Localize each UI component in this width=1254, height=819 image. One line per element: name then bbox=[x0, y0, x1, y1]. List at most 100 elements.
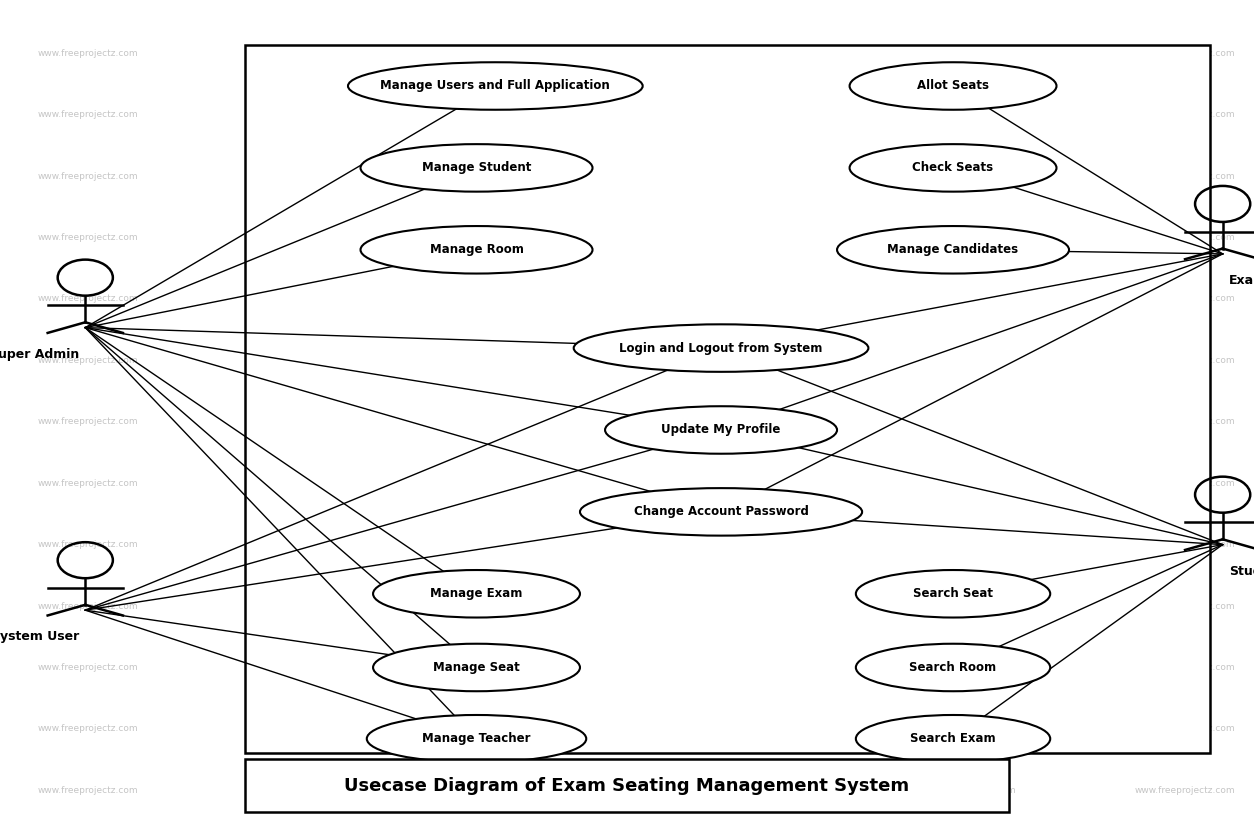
Text: www.freeprojectz.com: www.freeprojectz.com bbox=[477, 356, 577, 364]
Text: Examiner: Examiner bbox=[1229, 274, 1254, 287]
Text: www.freeprojectz.com: www.freeprojectz.com bbox=[1135, 602, 1235, 610]
Text: www.freeprojectz.com: www.freeprojectz.com bbox=[1135, 418, 1235, 426]
Text: www.freeprojectz.com: www.freeprojectz.com bbox=[257, 786, 357, 794]
Text: www.freeprojectz.com: www.freeprojectz.com bbox=[1135, 49, 1235, 57]
Text: www.freeprojectz.com: www.freeprojectz.com bbox=[38, 418, 138, 426]
Text: www.freeprojectz.com: www.freeprojectz.com bbox=[38, 479, 138, 487]
Text: Super Admin: Super Admin bbox=[0, 347, 79, 360]
Text: www.freeprojectz.com: www.freeprojectz.com bbox=[696, 111, 796, 119]
Text: www.freeprojectz.com: www.freeprojectz.com bbox=[696, 356, 796, 364]
Text: www.freeprojectz.com: www.freeprojectz.com bbox=[477, 172, 577, 180]
Text: Manage Room: Manage Room bbox=[430, 243, 523, 256]
Text: www.freeprojectz.com: www.freeprojectz.com bbox=[1135, 786, 1235, 794]
Ellipse shape bbox=[604, 406, 838, 454]
Text: www.freeprojectz.com: www.freeprojectz.com bbox=[257, 233, 357, 242]
Text: Change Account Password: Change Account Password bbox=[633, 505, 809, 518]
Text: www.freeprojectz.com: www.freeprojectz.com bbox=[696, 663, 796, 672]
Text: Student: Student bbox=[1229, 565, 1254, 577]
Text: www.freeprojectz.com: www.freeprojectz.com bbox=[38, 295, 138, 303]
Text: www.freeprojectz.com: www.freeprojectz.com bbox=[257, 602, 357, 610]
Text: www.freeprojectz.com: www.freeprojectz.com bbox=[38, 233, 138, 242]
Text: www.freeprojectz.com: www.freeprojectz.com bbox=[1135, 233, 1235, 242]
Text: www.freeprojectz.com: www.freeprojectz.com bbox=[915, 663, 1016, 672]
Text: Manage Candidates: Manage Candidates bbox=[888, 243, 1018, 256]
Text: System User: System User bbox=[0, 631, 79, 643]
Text: www.freeprojectz.com: www.freeprojectz.com bbox=[38, 725, 138, 733]
Text: www.freeprojectz.com: www.freeprojectz.com bbox=[477, 479, 577, 487]
Text: www.freeprojectz.com: www.freeprojectz.com bbox=[1135, 172, 1235, 180]
Text: Manage Seat: Manage Seat bbox=[433, 661, 520, 674]
Text: www.freeprojectz.com: www.freeprojectz.com bbox=[696, 786, 796, 794]
Text: www.freeprojectz.com: www.freeprojectz.com bbox=[38, 111, 138, 119]
Text: www.freeprojectz.com: www.freeprojectz.com bbox=[257, 49, 357, 57]
Text: www.freeprojectz.com: www.freeprojectz.com bbox=[257, 295, 357, 303]
Text: Manage Exam: Manage Exam bbox=[430, 587, 523, 600]
Ellipse shape bbox=[573, 324, 868, 372]
Ellipse shape bbox=[850, 144, 1056, 192]
Text: www.freeprojectz.com: www.freeprojectz.com bbox=[696, 295, 796, 303]
Ellipse shape bbox=[855, 644, 1050, 691]
Text: www.freeprojectz.com: www.freeprojectz.com bbox=[477, 602, 577, 610]
Text: www.freeprojectz.com: www.freeprojectz.com bbox=[915, 479, 1016, 487]
Text: www.freeprojectz.com: www.freeprojectz.com bbox=[1135, 356, 1235, 364]
Ellipse shape bbox=[579, 488, 863, 536]
Text: www.freeprojectz.com: www.freeprojectz.com bbox=[477, 663, 577, 672]
Text: www.freeprojectz.com: www.freeprojectz.com bbox=[477, 233, 577, 242]
Text: www.freeprojectz.com: www.freeprojectz.com bbox=[1135, 295, 1235, 303]
FancyBboxPatch shape bbox=[245, 45, 1210, 753]
Ellipse shape bbox=[361, 144, 592, 192]
Text: www.freeprojectz.com: www.freeprojectz.com bbox=[696, 49, 796, 57]
Text: www.freeprojectz.com: www.freeprojectz.com bbox=[696, 602, 796, 610]
Text: Allot Seats: Allot Seats bbox=[917, 79, 989, 93]
Text: www.freeprojectz.com: www.freeprojectz.com bbox=[1135, 111, 1235, 119]
Text: www.freeprojectz.com: www.freeprojectz.com bbox=[257, 418, 357, 426]
Text: Search Exam: Search Exam bbox=[910, 732, 996, 745]
Text: www.freeprojectz.com: www.freeprojectz.com bbox=[257, 172, 357, 180]
Text: www.freeprojectz.com: www.freeprojectz.com bbox=[38, 356, 138, 364]
Text: www.freeprojectz.com: www.freeprojectz.com bbox=[477, 725, 577, 733]
Ellipse shape bbox=[366, 715, 587, 762]
Ellipse shape bbox=[855, 715, 1050, 762]
Text: Usecase Diagram of Exam Seating Management System: Usecase Diagram of Exam Seating Manageme… bbox=[345, 777, 909, 794]
Text: www.freeprojectz.com: www.freeprojectz.com bbox=[38, 786, 138, 794]
Text: www.freeprojectz.com: www.freeprojectz.com bbox=[915, 725, 1016, 733]
Text: www.freeprojectz.com: www.freeprojectz.com bbox=[915, 786, 1016, 794]
Text: www.freeprojectz.com: www.freeprojectz.com bbox=[257, 479, 357, 487]
Text: www.freeprojectz.com: www.freeprojectz.com bbox=[696, 725, 796, 733]
Text: Manage Student: Manage Student bbox=[421, 161, 532, 174]
Text: www.freeprojectz.com: www.freeprojectz.com bbox=[915, 111, 1016, 119]
Text: www.freeprojectz.com: www.freeprojectz.com bbox=[257, 725, 357, 733]
Text: www.freeprojectz.com: www.freeprojectz.com bbox=[915, 356, 1016, 364]
Text: www.freeprojectz.com: www.freeprojectz.com bbox=[915, 49, 1016, 57]
Text: www.freeprojectz.com: www.freeprojectz.com bbox=[477, 295, 577, 303]
Text: www.freeprojectz.com: www.freeprojectz.com bbox=[696, 479, 796, 487]
Text: www.freeprojectz.com: www.freeprojectz.com bbox=[38, 172, 138, 180]
Ellipse shape bbox=[349, 62, 643, 110]
Text: www.freeprojectz.com: www.freeprojectz.com bbox=[915, 602, 1016, 610]
Text: www.freeprojectz.com: www.freeprojectz.com bbox=[1135, 725, 1235, 733]
Text: Search Room: Search Room bbox=[909, 661, 997, 674]
Text: www.freeprojectz.com: www.freeprojectz.com bbox=[477, 786, 577, 794]
Text: www.freeprojectz.com: www.freeprojectz.com bbox=[1135, 479, 1235, 487]
Ellipse shape bbox=[374, 644, 579, 691]
Text: Update My Profile: Update My Profile bbox=[661, 423, 781, 437]
Text: Manage Teacher: Manage Teacher bbox=[423, 732, 530, 745]
Text: www.freeprojectz.com: www.freeprojectz.com bbox=[696, 233, 796, 242]
Ellipse shape bbox=[361, 226, 592, 274]
Text: Search Seat: Search Seat bbox=[913, 587, 993, 600]
Text: www.freeprojectz.com: www.freeprojectz.com bbox=[696, 172, 796, 180]
Text: www.freeprojectz.com: www.freeprojectz.com bbox=[915, 541, 1016, 549]
Ellipse shape bbox=[374, 570, 579, 618]
Text: www.freeprojectz.com: www.freeprojectz.com bbox=[257, 356, 357, 364]
Text: www.freeprojectz.com: www.freeprojectz.com bbox=[1135, 541, 1235, 549]
Text: www.freeprojectz.com: www.freeprojectz.com bbox=[696, 418, 796, 426]
Text: www.freeprojectz.com: www.freeprojectz.com bbox=[38, 49, 138, 57]
Text: www.freeprojectz.com: www.freeprojectz.com bbox=[38, 602, 138, 610]
Text: www.freeprojectz.com: www.freeprojectz.com bbox=[696, 541, 796, 549]
Text: www.freeprojectz.com: www.freeprojectz.com bbox=[477, 49, 577, 57]
Text: Login and Logout from System: Login and Logout from System bbox=[619, 342, 823, 355]
Text: www.freeprojectz.com: www.freeprojectz.com bbox=[1135, 663, 1235, 672]
Ellipse shape bbox=[855, 570, 1050, 618]
Ellipse shape bbox=[838, 226, 1068, 274]
Text: www.freeprojectz.com: www.freeprojectz.com bbox=[257, 663, 357, 672]
